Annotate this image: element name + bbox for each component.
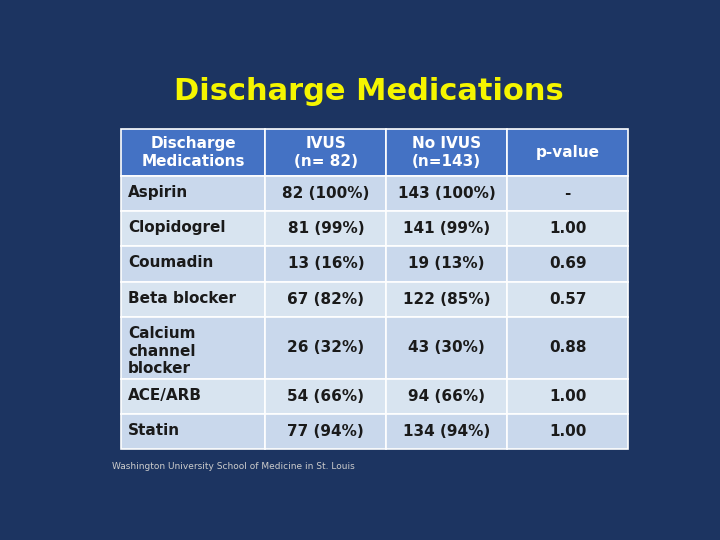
Text: Discharge Medications: Discharge Medications <box>174 77 564 106</box>
Text: -: - <box>564 186 571 201</box>
Text: Statin: Statin <box>128 423 180 438</box>
Text: Beta blocker: Beta blocker <box>128 291 236 306</box>
Text: Coumadin: Coumadin <box>128 255 213 271</box>
FancyBboxPatch shape <box>266 246 386 282</box>
Text: No IVUS
(n=143): No IVUS (n=143) <box>412 136 481 168</box>
FancyBboxPatch shape <box>386 317 507 379</box>
FancyBboxPatch shape <box>386 176 507 211</box>
Text: 1.00: 1.00 <box>549 389 587 404</box>
Text: 0.88: 0.88 <box>549 340 587 355</box>
FancyBboxPatch shape <box>386 379 507 414</box>
Text: 19 (13%): 19 (13%) <box>408 256 485 272</box>
Text: 13 (16%): 13 (16%) <box>287 256 364 272</box>
FancyBboxPatch shape <box>266 414 386 449</box>
Text: Aspirin: Aspirin <box>128 185 188 200</box>
FancyBboxPatch shape <box>121 282 266 317</box>
FancyBboxPatch shape <box>386 211 507 246</box>
FancyBboxPatch shape <box>507 317 629 379</box>
FancyBboxPatch shape <box>121 317 266 379</box>
FancyBboxPatch shape <box>266 211 386 246</box>
FancyBboxPatch shape <box>121 129 266 176</box>
Text: ACE/ARB: ACE/ARB <box>128 388 202 403</box>
Text: 82 (100%): 82 (100%) <box>282 186 369 201</box>
FancyBboxPatch shape <box>121 414 266 449</box>
FancyBboxPatch shape <box>386 129 507 176</box>
FancyBboxPatch shape <box>266 317 386 379</box>
FancyBboxPatch shape <box>507 246 629 282</box>
Text: 43 (30%): 43 (30%) <box>408 340 485 355</box>
Text: Calcium
channel
blocker: Calcium channel blocker <box>128 326 195 376</box>
Text: 77 (94%): 77 (94%) <box>287 424 364 439</box>
FancyBboxPatch shape <box>121 211 266 246</box>
Text: 141 (99%): 141 (99%) <box>403 221 490 236</box>
FancyBboxPatch shape <box>386 282 507 317</box>
FancyBboxPatch shape <box>386 246 507 282</box>
FancyBboxPatch shape <box>266 282 386 317</box>
Text: 94 (66%): 94 (66%) <box>408 389 485 404</box>
Text: 0.69: 0.69 <box>549 256 587 272</box>
Text: 134 (94%): 134 (94%) <box>403 424 490 439</box>
FancyBboxPatch shape <box>507 282 629 317</box>
Text: 67 (82%): 67 (82%) <box>287 292 364 307</box>
Text: 0.57: 0.57 <box>549 292 587 307</box>
Text: Washington University School of Medicine in St. Louis: Washington University School of Medicine… <box>112 462 355 471</box>
FancyBboxPatch shape <box>507 129 629 176</box>
Text: 143 (100%): 143 (100%) <box>398 186 495 201</box>
FancyBboxPatch shape <box>507 176 629 211</box>
FancyBboxPatch shape <box>121 246 266 282</box>
Text: Discharge
Medications: Discharge Medications <box>141 136 245 168</box>
FancyBboxPatch shape <box>507 379 629 414</box>
Text: 81 (99%): 81 (99%) <box>287 221 364 236</box>
FancyBboxPatch shape <box>266 129 386 176</box>
Text: IVUS
(n= 82): IVUS (n= 82) <box>294 136 358 168</box>
FancyBboxPatch shape <box>266 176 386 211</box>
FancyBboxPatch shape <box>121 379 266 414</box>
FancyBboxPatch shape <box>386 414 507 449</box>
Text: 122 (85%): 122 (85%) <box>403 292 490 307</box>
FancyBboxPatch shape <box>266 379 386 414</box>
Text: 1.00: 1.00 <box>549 221 587 236</box>
FancyBboxPatch shape <box>121 176 266 211</box>
Text: Clopidogrel: Clopidogrel <box>128 220 225 235</box>
Text: 54 (66%): 54 (66%) <box>287 389 364 404</box>
Text: 26 (32%): 26 (32%) <box>287 340 364 355</box>
FancyBboxPatch shape <box>507 414 629 449</box>
Text: p-value: p-value <box>536 145 600 160</box>
FancyBboxPatch shape <box>507 211 629 246</box>
Text: 1.00: 1.00 <box>549 424 587 439</box>
